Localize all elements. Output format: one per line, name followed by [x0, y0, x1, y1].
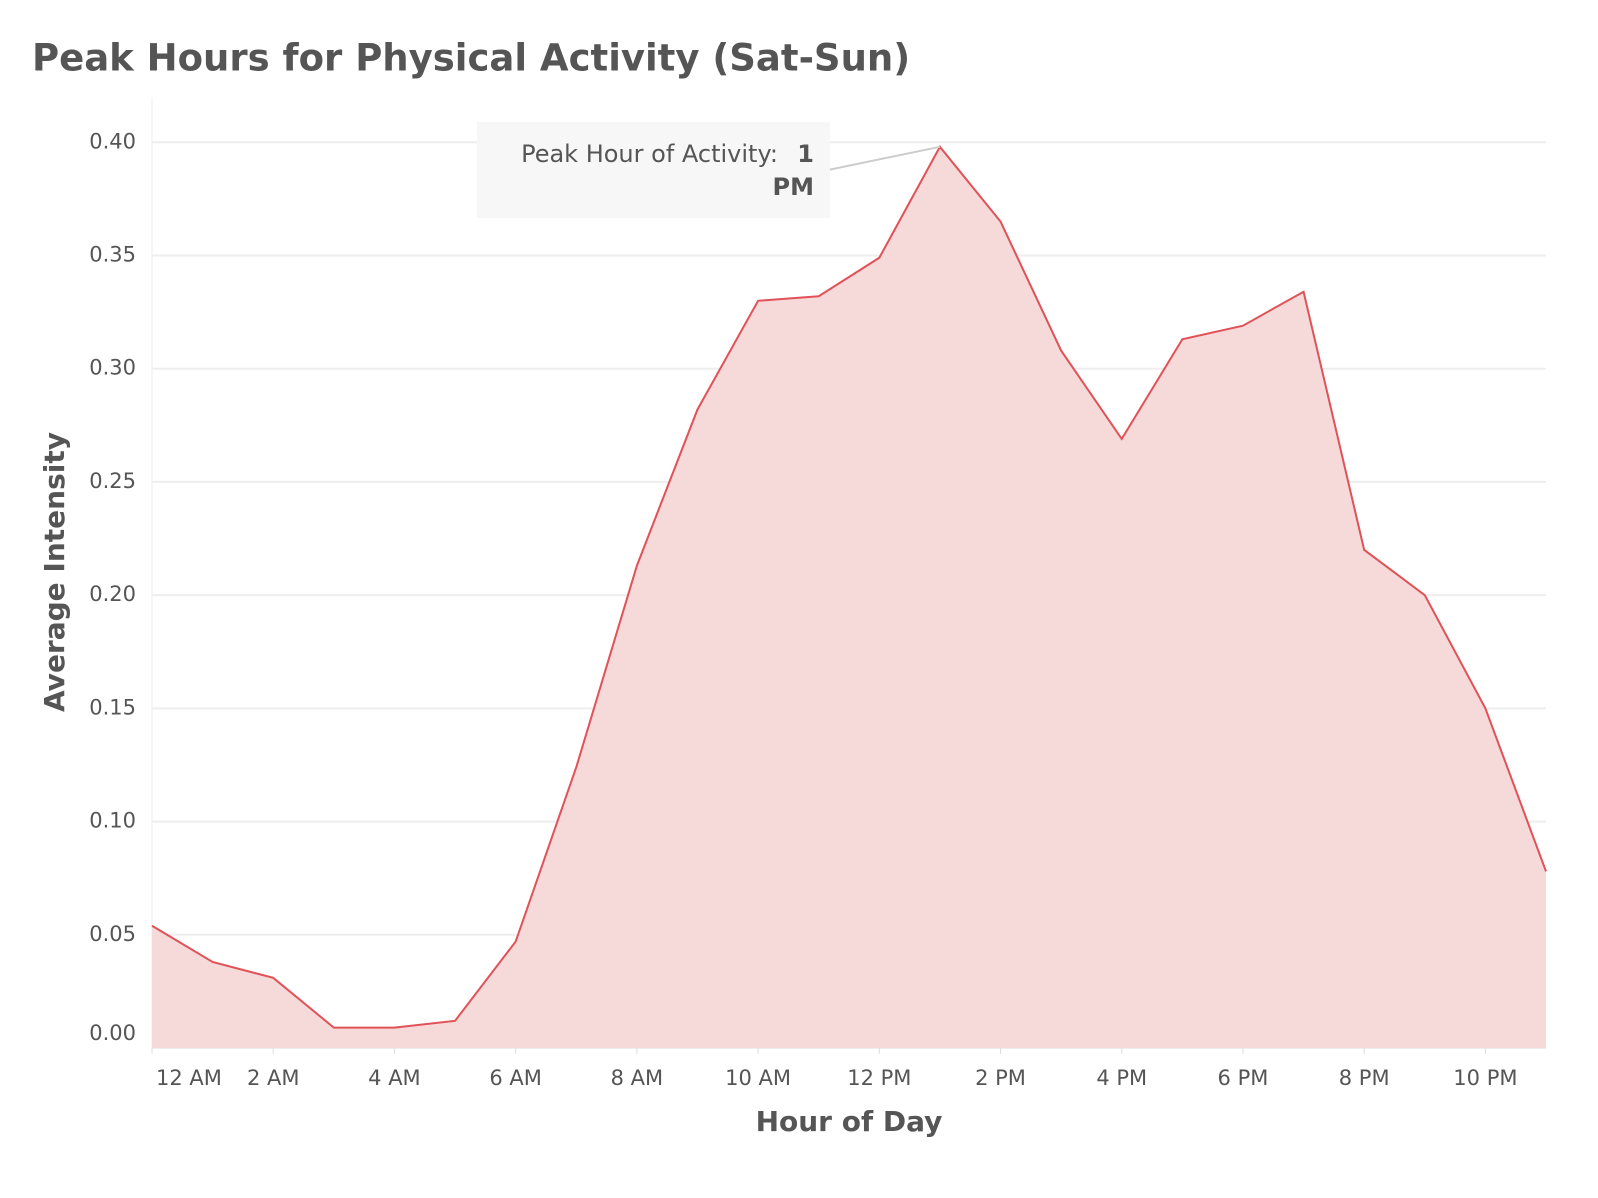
- x-tick-label: 8 PM: [1339, 1066, 1390, 1090]
- x-axis-title: Hour of Day: [756, 1105, 943, 1138]
- y-tick-label: 0.30: [89, 356, 136, 380]
- y-tick-label: 0.40: [89, 129, 136, 153]
- x-tick-label: 6 PM: [1218, 1066, 1269, 1090]
- annotation-value: 1 PM: [772, 140, 814, 201]
- area-line: [151, 145, 1547, 1029]
- area-fill: [152, 146, 1546, 1049]
- x-tick-label: 6 AM: [489, 1066, 542, 1090]
- x-tick-label: 4 PM: [1096, 1066, 1147, 1090]
- y-tick-label: 0.00: [89, 1021, 136, 1045]
- y-tick-label: 0.15: [89, 695, 136, 719]
- x-tick-label: 10 PM: [1453, 1066, 1517, 1090]
- x-tick-label: 2 PM: [975, 1066, 1026, 1090]
- y-tick-label: 0.25: [89, 469, 136, 493]
- x-tick-label: 8 AM: [611, 1066, 664, 1090]
- y-tick-label: 0.05: [89, 922, 136, 946]
- annotation-text: Peak Hour of Activity:: [521, 140, 778, 168]
- x-tick-label: 12 PM: [847, 1066, 911, 1090]
- x-tick-label: 4 AM: [368, 1066, 421, 1090]
- y-tick-label: 0.10: [89, 809, 136, 833]
- x-tick-label: 2 AM: [247, 1066, 300, 1090]
- annotation-leader: [827, 145, 941, 171]
- y-axis-title: Average Intensity: [38, 432, 71, 712]
- annotation-value-box: 1 PM: [772, 140, 814, 201]
- chart-title: Peak Hours for Physical Activity (Sat-Su…: [32, 37, 910, 80]
- annotation-box: [477, 122, 830, 218]
- x-tick-label: 10 AM: [725, 1066, 791, 1090]
- x-tick-label: 12 AM: [156, 1066, 222, 1090]
- y-tick-label: 0.35: [89, 243, 136, 267]
- y-tick-label: 0.20: [89, 582, 136, 606]
